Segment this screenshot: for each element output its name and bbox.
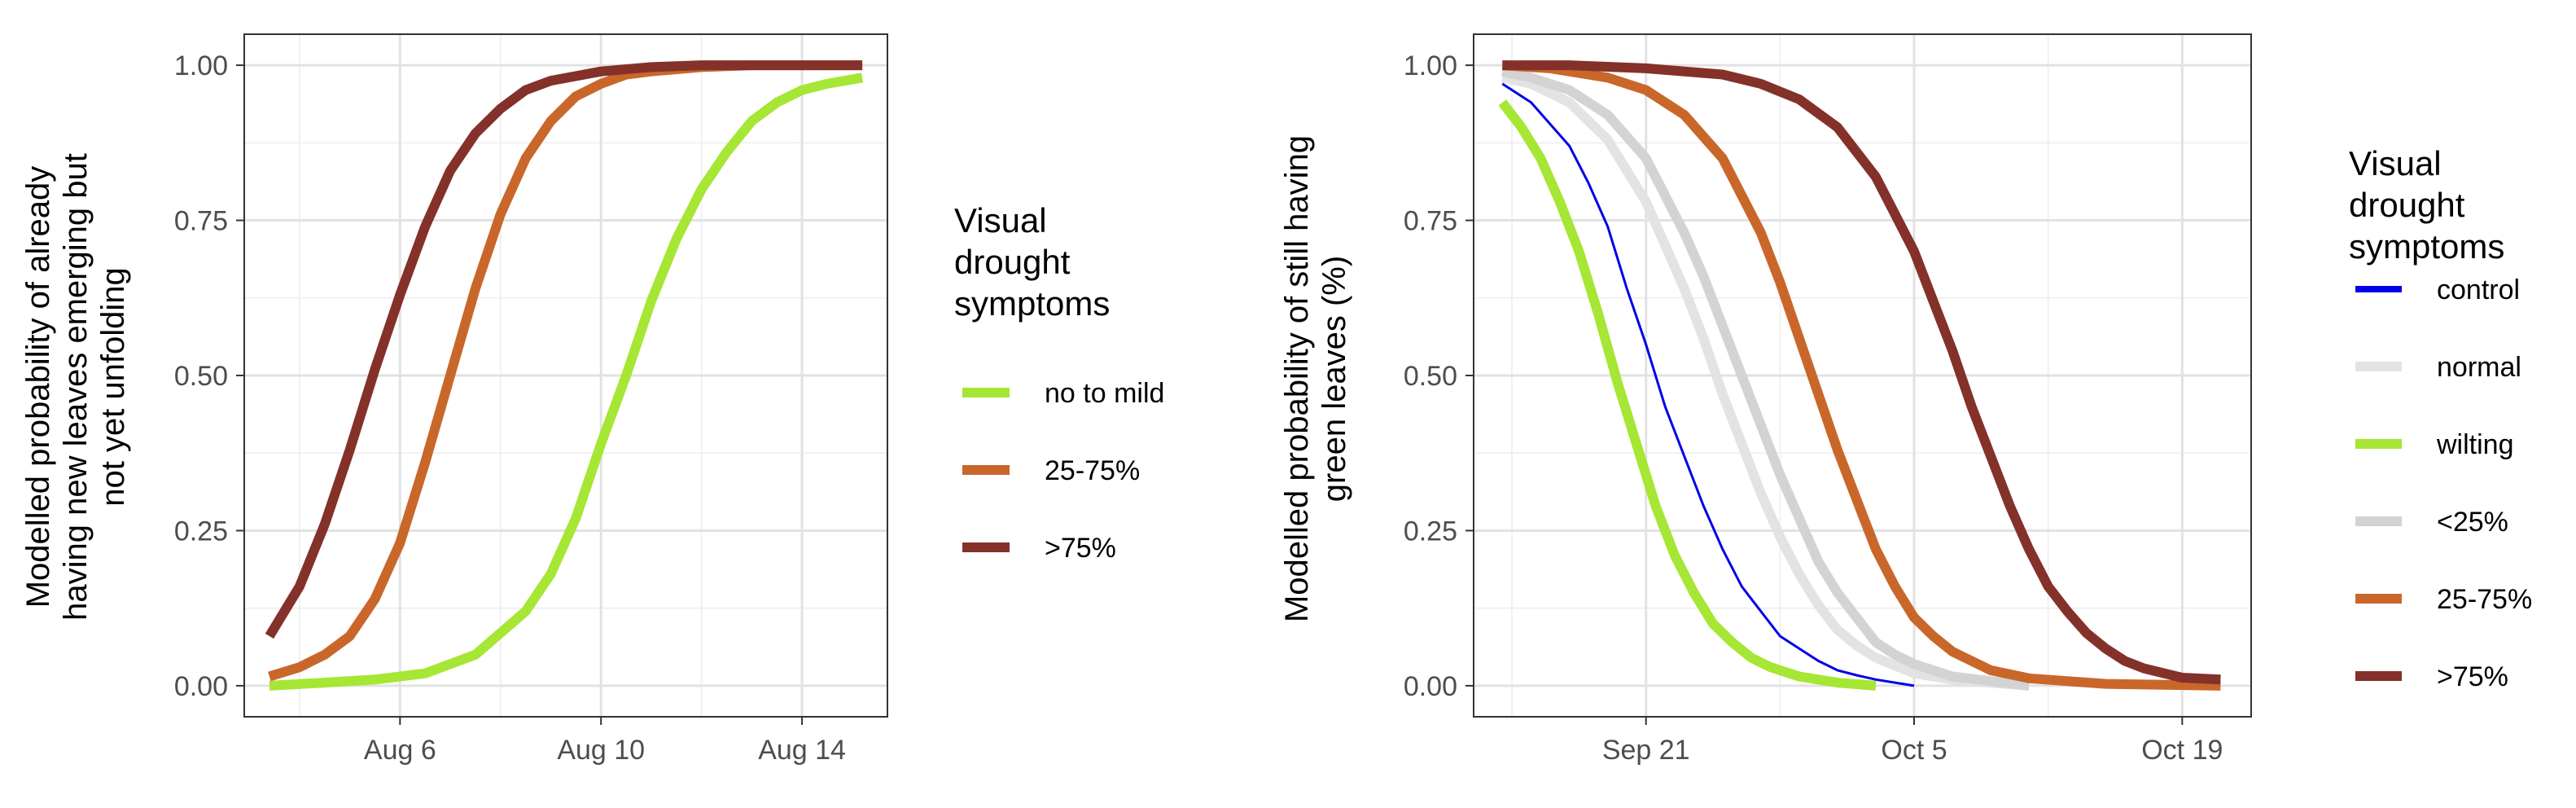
right-axis-ticks: 0.00 0.25 0.50 0.75 1.00 Sep 21 Oct 5 Oct 19 [1404,50,2223,766]
left-series [265,60,864,691]
left-x-tick-label: Aug 14 [758,735,846,766]
right-series-line-wilting [1498,99,1877,691]
left-y-axis-label-line-3: not yet unfolding [95,267,131,507]
right-legend-title-line-3: symptoms [2349,227,2504,266]
right-x-tick-label: Sep 21 [1602,735,1690,766]
right-y-axis-label-line-1: Modelled probability of still having [1279,135,1315,622]
right-series-line-normal [1501,72,2030,691]
left-legend-label: 25-75% [1045,455,1140,486]
left-y-tick-label: 0.50 [174,361,228,392]
left-series-line-no-to-mild [269,72,864,691]
left-legend-label: no to mild [1045,378,1164,409]
right-legend-title-line-1: Visual [2349,144,2442,182]
left-legend: Visual drought symptoms no to mild 25-75%… [954,201,1164,564]
right-legend-label: <25% [2437,507,2508,538]
left-legend-title-line-2: drought [954,243,1071,281]
left-legend-label: >75% [1045,533,1116,564]
right-series-line-25-75 [1501,60,2221,691]
left-y-tick-label: 0.75 [174,206,228,237]
left-y-axis-label-line-2: having new leaves emerging but [58,153,94,621]
right-series-line-25 [1501,66,2030,691]
right-series-line-75 [1502,60,2221,685]
left-legend-title-line-1: Visual [954,201,1047,239]
right-y-tick-label: 1.00 [1404,50,1457,81]
left-axis-ticks: 0.00 0.25 0.50 0.75 1.00 Aug 6 Aug 10 Aug 14 [174,50,846,766]
left-grid [244,34,887,717]
left-y-tick-label: 1.00 [174,50,228,81]
right-y-tick-label: 0.25 [1404,516,1457,547]
right-y-tick-label: 0.75 [1404,206,1457,237]
right-legend-label: normal [2437,352,2521,383]
left-x-tick-label: Aug 6 [364,735,436,766]
right-y-tick-label: 0.00 [1404,671,1457,702]
left-legend-title-line-3: symptoms [954,284,1110,323]
right-legend: Visual drought symptoms control normal wil… [2349,144,2532,692]
right-legend-label: 25-75% [2437,584,2532,615]
right-series [1498,60,2221,691]
right-legend-label: >75% [2437,661,2508,692]
right-x-tick-label: Oct 19 [2141,735,2223,766]
left-y-tick-label: 0.00 [174,671,228,702]
left-chart: 0.00 0.25 0.50 0.75 1.00 Aug 6 Aug 10 Aug 14 Mo… [20,33,1164,766]
right-legend-label: wilting [2436,429,2513,460]
left-y-tick-label: 0.25 [174,516,228,547]
right-x-tick-label: Oct 5 [1881,735,1947,766]
right-legend-title-line-2: drought [2349,186,2465,224]
right-y-axis-label-line-2: green leaves (%) [1316,256,1352,502]
right-chart: 0.00 0.25 0.50 0.75 1.00 Sep 21 Oct 5 Oct 19 Mo… [1279,33,2532,766]
right-series-line-control [1501,82,1915,687]
left-x-tick-label: Aug 10 [557,735,645,766]
right-y-tick-label: 0.50 [1404,361,1457,392]
left-y-axis-label-line-1: Modelled probability of already [20,166,56,608]
left-series-line-75 [265,60,863,639]
right-legend-label: control [2437,274,2520,305]
